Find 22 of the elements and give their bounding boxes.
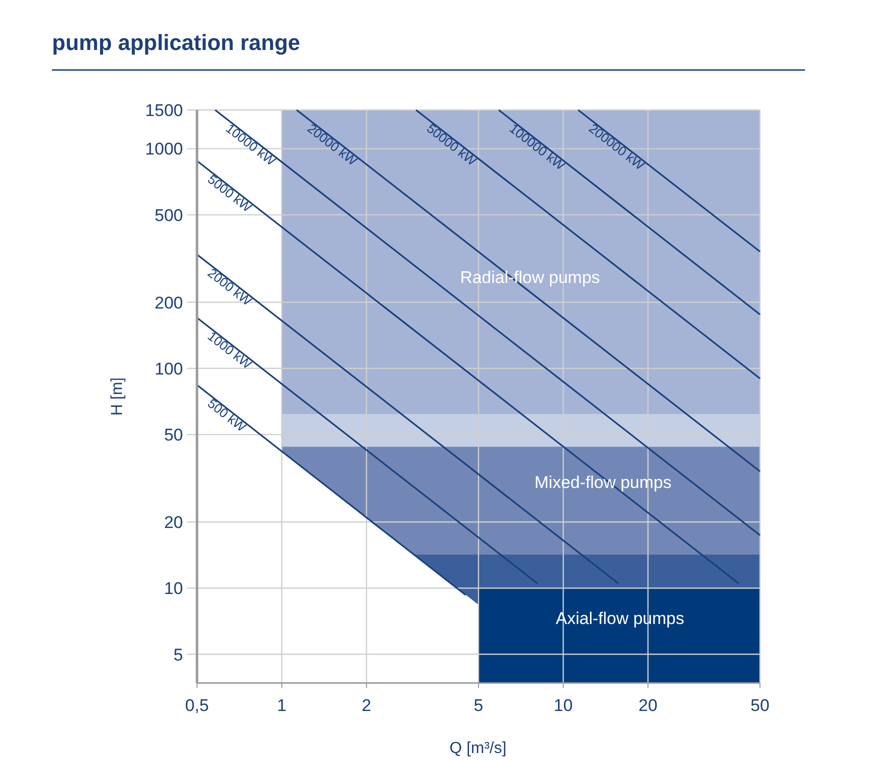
x-tick-label: 50 (750, 696, 770, 715)
x-tick-label: 5 (474, 696, 484, 715)
y-tick-label: 500 (154, 206, 183, 225)
y-tick-label: 5 (174, 645, 183, 664)
y-tick-label: 200 (154, 293, 183, 312)
x-tick-label: 0,5 (185, 696, 209, 715)
y-tick-label: 20 (164, 512, 183, 532)
text: 1000 kW (204, 328, 256, 372)
chart-title: pump application range (52, 30, 300, 55)
x-axis-title: Q [m³/s] (450, 740, 506, 757)
text: 500 kW (204, 396, 250, 436)
y-tick-label: 50 (164, 426, 183, 445)
x-tick-label: 10 (554, 696, 573, 715)
x-tick-label: 2 (362, 696, 372, 715)
text: 2000 kW (204, 265, 256, 309)
x-tick-label: 20 (638, 696, 658, 715)
y-tick-label: 100 (154, 359, 183, 378)
y-tick-label: 1000 (145, 140, 183, 159)
y-tick-label: 1500 (145, 101, 183, 120)
y-axis-title: H [m] (109, 377, 126, 416)
x-tick-label: 1 (277, 696, 286, 715)
y-tick-label: 10 (164, 579, 183, 598)
